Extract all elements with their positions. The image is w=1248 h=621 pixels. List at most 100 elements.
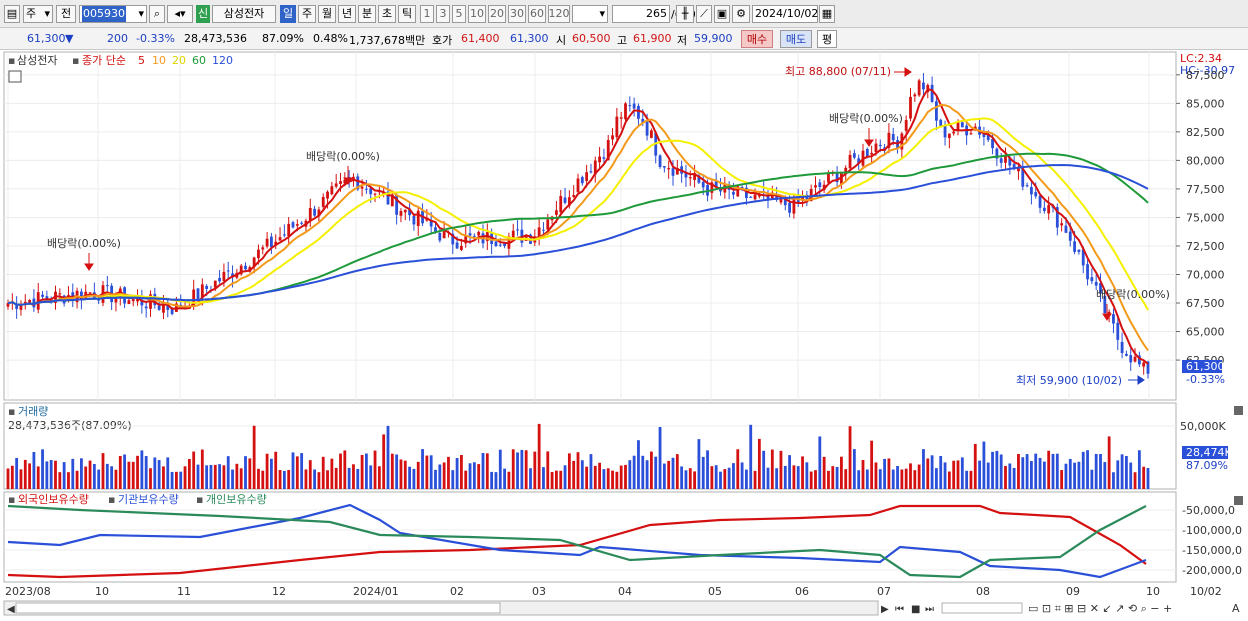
- period-week-button[interactable]: 주: [298, 5, 316, 23]
- volume-bar: [814, 470, 817, 489]
- zoom-slider[interactable]: [941, 602, 1023, 614]
- volume-bar: [827, 470, 830, 489]
- institution-holding-legend[interactable]: 기관보유수량: [118, 493, 179, 506]
- volume-bar: [390, 453, 394, 489]
- font-size-icon[interactable]: A: [1232, 602, 1240, 615]
- volume-bar: [1060, 470, 1064, 489]
- last-page-icon[interactable]: ⏭: [925, 604, 934, 615]
- interval-20-button[interactable]: 20: [488, 5, 506, 23]
- price-axis-tick: 65,000: [1186, 326, 1225, 339]
- price-panel-title[interactable]: 삼성전자: [17, 54, 57, 67]
- volume-bar: [1142, 466, 1146, 489]
- ma-legend-60: 60: [192, 54, 206, 67]
- window-menu-icon[interactable]: ▤: [4, 5, 20, 23]
- market-type-label: 주: [26, 7, 37, 20]
- candle-body: [1025, 185, 1029, 187]
- data-count-input[interactable]: 265: [612, 5, 670, 23]
- interval-30-button[interactable]: 30: [508, 5, 526, 23]
- foreign-holding-legend[interactable]: 외국인보유수량: [18, 493, 89, 506]
- period-minute-button[interactable]: 분: [358, 5, 376, 23]
- close-panel-icon[interactable]: [1234, 406, 1243, 415]
- interval-120-button[interactable]: 120: [548, 5, 570, 23]
- volume-bar: [887, 458, 891, 489]
- credit-badge[interactable]: 신: [196, 5, 210, 23]
- first-page-icon[interactable]: ⏮: [895, 604, 904, 615]
- interval-10-button[interactable]: 10: [468, 5, 486, 23]
- candle-body: [1081, 249, 1085, 266]
- period-year-button[interactable]: 년: [338, 5, 356, 23]
- save-icon[interactable]: ▣: [714, 5, 730, 23]
- legend-bullet-icon: ▪: [72, 54, 79, 67]
- interval-3-button[interactable]: 3: [436, 5, 450, 23]
- calendar-icon[interactable]: ▦: [819, 5, 835, 23]
- chart-type-icon[interactable]: ╫: [676, 5, 694, 23]
- chevron-down-icon: ▾: [599, 7, 605, 20]
- candle-body: [637, 105, 640, 119]
- gear-icon[interactable]: ⚙: [732, 5, 750, 23]
- ma-legend-120: 120: [212, 54, 233, 67]
- candle-body: [386, 191, 390, 205]
- search-icon[interactable]: ⌕: [149, 5, 165, 23]
- candle-body: [170, 307, 174, 315]
- current-price-marker-label: 61,300: [1186, 360, 1225, 373]
- candle-body: [131, 298, 135, 302]
- buy-button[interactable]: 매수: [741, 30, 773, 48]
- toolbox-icons[interactable]: ▭ ⊡ ⌗ ⊞ ⊟ ✕ ↙ ↗ ⟲ ⌕ − +: [1028, 602, 1172, 615]
- draw-tool-icon[interactable]: ⟋: [696, 5, 712, 23]
- period-tick-button[interactable]: 틱: [398, 5, 416, 23]
- interval-1-button[interactable]: 1: [420, 5, 434, 23]
- market-type-select[interactable]: 주 ▾: [23, 5, 53, 23]
- scroll-left-icon[interactable]: ◀: [7, 604, 15, 615]
- volume-bar: [654, 456, 658, 489]
- period-day-button[interactable]: 일: [280, 5, 296, 23]
- volume-bar: [710, 466, 714, 489]
- volume-bar: [101, 453, 105, 489]
- candle-body: [766, 194, 770, 200]
- period-month-button[interactable]: 월: [318, 5, 336, 23]
- volume-bar: [464, 470, 468, 489]
- current-price: 61,300: [27, 32, 66, 45]
- volume-bar: [416, 461, 420, 489]
- panel-bullet-icon: ▪: [108, 493, 115, 506]
- candle-body: [827, 173, 830, 183]
- period-second-button[interactable]: 초: [378, 5, 396, 23]
- candle-body: [339, 181, 342, 184]
- close-panel-icon[interactable]: [1234, 496, 1243, 505]
- stock-chart[interactable]: ▪ 삼성전자 ▪ 종가 단순 5 10 20 60 120 최고 88,800 …: [0, 50, 1248, 621]
- candle-body: [857, 158, 861, 164]
- panel-bullet-icon: ▪: [8, 54, 15, 67]
- volume-bar: [598, 462, 601, 489]
- candle-body: [645, 121, 649, 136]
- volume-bars: [6, 423, 1150, 489]
- volume-bar: [451, 470, 455, 489]
- interval-5-button[interactable]: 5: [452, 5, 466, 23]
- candle-body: [650, 130, 653, 138]
- candle-body: [632, 103, 636, 109]
- stock-code-input[interactable]: 005930 ▾: [79, 5, 147, 23]
- stop-icon[interactable]: ■: [911, 604, 920, 615]
- all-button[interactable]: 전: [56, 5, 76, 23]
- stock-name: 삼성전자: [212, 5, 276, 23]
- volume-bar: [1120, 454, 1124, 489]
- price-axis-tick: 80,000: [1186, 154, 1225, 167]
- interval-custom-select[interactable]: ▾: [572, 5, 608, 23]
- scroll-right-icon[interactable]: ▶: [881, 604, 889, 615]
- annotation-arrows: [84, 67, 1112, 321]
- sell-button[interactable]: 매도: [780, 30, 812, 48]
- date-input[interactable]: 2024/10/02: [752, 5, 818, 23]
- table-toggle-icon[interactable]: [8, 70, 22, 83]
- candle-body: [986, 134, 990, 140]
- volume-bar: [973, 443, 977, 489]
- volume-panel-title[interactable]: 거래량: [18, 405, 48, 418]
- interval-60-button[interactable]: 60: [528, 5, 546, 23]
- candle-body: [675, 168, 679, 175]
- candle-body: [516, 229, 519, 231]
- individual-holding-legend[interactable]: 개인보유수량: [206, 493, 267, 506]
- speaker-icon[interactable]: ◂▾: [167, 5, 193, 23]
- scrollbar-thumb[interactable]: [15, 602, 501, 614]
- volume-bar: [943, 462, 947, 489]
- candle-body: [714, 181, 718, 188]
- volume-bar: [1133, 472, 1137, 489]
- average-button[interactable]: 평: [817, 30, 837, 48]
- candle-body: [913, 94, 917, 97]
